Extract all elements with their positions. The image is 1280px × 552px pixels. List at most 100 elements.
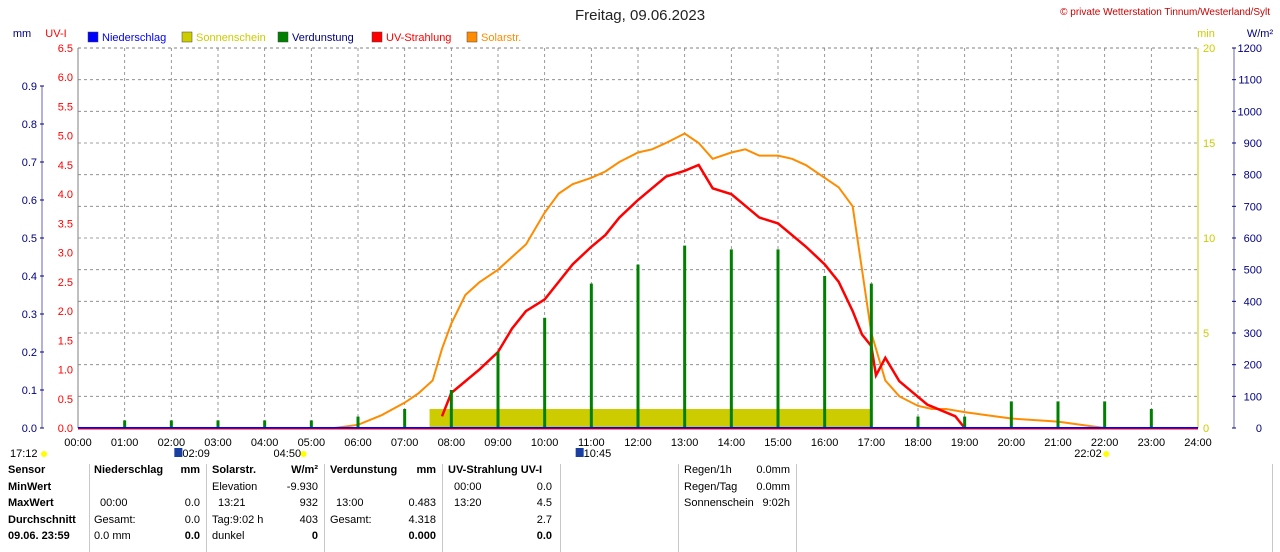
x-tick-label: 22:00	[1091, 437, 1119, 449]
uv-max-val: 4.5	[536, 497, 552, 509]
row-label-avg: Durchschnitt	[8, 513, 76, 526]
x-tick-label: 16:00	[811, 437, 839, 449]
wm2-tick-label: 400	[1244, 296, 1262, 308]
legend-label: Sonnenschein	[196, 32, 266, 44]
table-separator	[89, 464, 90, 552]
uvi-tick-label: 0.5	[58, 394, 73, 406]
verdunstung-max-time: 13:00	[336, 497, 364, 509]
moonset-time: 10:45	[584, 448, 612, 460]
moonrise-time: 02:09	[182, 448, 210, 460]
mm-tick-label: 0.7	[22, 157, 37, 169]
wm2-tick-label: 800	[1244, 170, 1262, 182]
wm2-tick-label: 1100	[1238, 75, 1262, 87]
uvi-tick-label: 3.5	[58, 218, 73, 230]
legend-label: UV-Strahlung	[386, 32, 451, 44]
min-tick-label: 0	[1203, 423, 1209, 435]
col-uv: UV-Strahlung UV-I 00:00 0.0 13:20 4.5 2.7 …	[448, 462, 552, 545]
mm-tick-label: 0.6	[22, 195, 37, 207]
extra-label-0: Regen/1h	[684, 464, 732, 476]
evaporation-bar	[496, 352, 500, 428]
x-tick-label: 00:00	[64, 437, 92, 449]
sunshine-bar	[429, 409, 872, 428]
x-tick-label: 07:00	[391, 437, 419, 449]
evaporation-bar	[216, 420, 220, 428]
x-tick-label: 24:00	[1184, 437, 1212, 449]
min-tick-label: 20	[1203, 43, 1215, 55]
min-tick-label: 10	[1203, 233, 1215, 245]
series-line-uv	[440, 163, 966, 429]
uv-avg-val: 2.7	[536, 513, 552, 526]
verdunstung-gesamt-val: 4.318	[408, 513, 436, 526]
uv-max-time: 13:20	[454, 497, 482, 509]
solar-header: Solarstr.	[212, 464, 257, 476]
sunrise-icon	[300, 451, 307, 457]
legend-label: Solarstr.	[481, 32, 521, 44]
table-separator	[1272, 464, 1273, 552]
wm2-axis-unit: W/m²	[1247, 28, 1274, 40]
mm-tick-label: 0.9	[22, 81, 37, 93]
col-solar: Solarstr. W/m² Elevation -9.930 13:21 932 T…	[212, 462, 318, 545]
niederschlag-max-val: 0.0	[184, 497, 200, 509]
solar-dunkel-label: dunkel	[212, 530, 245, 542]
wm2-tick-label: 500	[1244, 265, 1262, 277]
uv-min-time: 00:00	[454, 480, 482, 493]
verdunstung-current: 0.000	[408, 530, 436, 542]
evaporation-bar	[823, 276, 827, 428]
uvi-tick-label: 5.0	[58, 131, 73, 143]
min-axis-unit: min	[1197, 28, 1215, 40]
niederschlag-max-time: 00:00	[100, 497, 128, 509]
evaporation-bar	[869, 283, 873, 428]
solar-tag-label: Tag:9:02 h	[212, 513, 264, 526]
x-tick-label: 23:00	[1138, 437, 1166, 449]
table-separator	[796, 464, 797, 552]
x-tick-label: 15:00	[764, 437, 792, 449]
wm2-tick-label: 900	[1244, 138, 1262, 150]
uvi-tick-label: 1.5	[58, 335, 73, 347]
solar-max-time: 13:21	[218, 497, 246, 509]
evaporation-bar	[729, 249, 733, 428]
copyright-text: © private Wetterstation Tinnum/Westerlan…	[1060, 7, 1270, 18]
legend-label: Niederschlag	[102, 32, 166, 44]
legend-swatch	[181, 31, 193, 43]
row-label-current: 09.06. 23:59	[8, 530, 70, 542]
verdunstung-gesamt-label: Gesamt:	[330, 513, 372, 526]
x-tick-label: 20:00	[998, 437, 1026, 449]
sunrise-time: 04:50	[274, 448, 302, 460]
x-tick-label: 03:00	[204, 437, 232, 449]
mm-tick-label: 0.5	[22, 233, 37, 245]
legend-swatch	[371, 31, 383, 43]
uvi-tick-label: 6.5	[58, 43, 73, 55]
x-tick-label: 04:00	[251, 437, 279, 449]
uv-header: UV-Strahlung UV-I	[448, 464, 543, 476]
uvi-tick-label: 1.0	[58, 365, 73, 377]
marker-left-time: 17:12	[10, 448, 38, 460]
solar-current: 0	[311, 530, 318, 542]
evaporation-bar	[403, 409, 407, 428]
solar-tag-val: 403	[299, 513, 318, 526]
evaporation-bar	[1009, 401, 1013, 428]
table-separator	[206, 464, 207, 552]
x-tick-label: 17:00	[858, 437, 886, 449]
x-tick-label: 09:00	[484, 437, 512, 449]
uvi-tick-label: 6.0	[58, 72, 73, 84]
x-tick-label: 08:00	[438, 437, 466, 449]
x-tick-label: 10:00	[531, 437, 559, 449]
wm2-tick-label: 600	[1244, 233, 1262, 245]
x-tick-label: 12:00	[624, 437, 652, 449]
x-tick-label: 19:00	[951, 437, 979, 449]
niederschlag-current: 0.0 mm	[94, 530, 131, 542]
verdunstung-max-val: 0.483	[408, 497, 436, 509]
uvi-tick-label: 5.5	[58, 101, 73, 113]
evaporation-bar	[543, 317, 547, 428]
uv-min-val: 0.0	[536, 480, 552, 493]
evaporation-bar	[776, 249, 780, 428]
mm-tick-label: 0.1	[22, 385, 37, 397]
evaporation-bar	[1103, 401, 1107, 428]
x-tick-label: 13:00	[671, 437, 699, 449]
min-tick-label: 15	[1203, 138, 1215, 150]
wm2-tick-label: 300	[1244, 328, 1262, 340]
evaporation-bar	[356, 416, 360, 428]
chart-title: Freitag, 09.06.2023	[575, 7, 705, 24]
evaporation-bar	[449, 390, 453, 428]
solar-max-val: 932	[299, 497, 318, 509]
